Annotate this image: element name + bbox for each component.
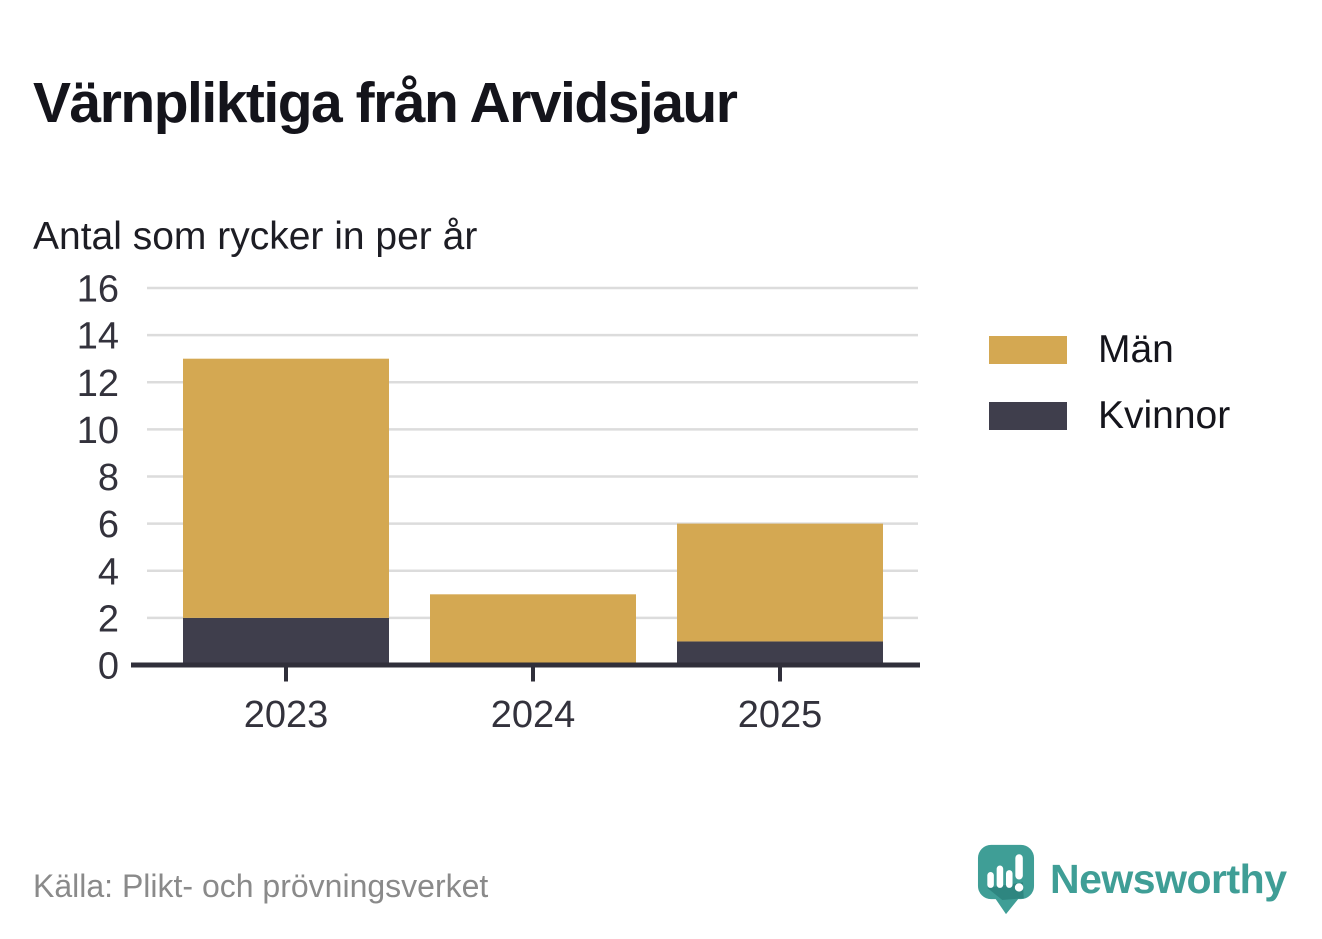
- y-tick-label: 16: [77, 269, 119, 311]
- y-tick-label: 2: [98, 598, 119, 640]
- bar-segment-män: [677, 523, 883, 642]
- legend-item-men: Män: [989, 330, 1230, 369]
- x-tick-label: 2025: [738, 694, 823, 736]
- legend: Män Kvinnor: [989, 330, 1230, 435]
- legend-swatch-women: [989, 401, 1067, 430]
- newsworthy-icon: [977, 844, 1035, 915]
- y-tick-label: 12: [77, 363, 119, 405]
- x-tick-mark: [778, 667, 782, 682]
- bar-segment-kvinnor: [183, 617, 389, 665]
- legend-label-women: Kvinnor: [1098, 394, 1231, 437]
- bar-segment-män: [183, 358, 389, 618]
- x-tick-mark: [531, 667, 535, 682]
- bar-segment-män: [430, 594, 636, 665]
- y-tick-label: 6: [98, 504, 119, 546]
- y-tick-label: 8: [98, 457, 119, 499]
- newsworthy-wordmark: Newsworthy: [1050, 856, 1287, 902]
- x-tick-label: 2024: [491, 694, 576, 736]
- legend-label-men: Män: [1098, 328, 1174, 371]
- chart-subtitle: Antal som rycker in per år: [33, 215, 478, 259]
- y-tick-label: 10: [77, 410, 119, 452]
- x-tick-mark: [284, 667, 288, 682]
- y-tick-label: 14: [77, 316, 119, 358]
- x-axis-line: [131, 662, 920, 668]
- legend-swatch-men: [989, 335, 1067, 364]
- bar-segment-kvinnor: [677, 641, 883, 665]
- x-tick-label: 2023: [244, 694, 329, 736]
- y-tick-label: 0: [98, 646, 119, 688]
- newsworthy-logo: Newsworthy: [977, 844, 1287, 915]
- source-text: Källa: Plikt- och prövningsverket: [33, 868, 489, 904]
- legend-item-women: Kvinnor: [989, 396, 1230, 435]
- chart-title: Värnpliktiga från Arvidsjaur: [33, 71, 738, 136]
- y-tick-label: 4: [98, 551, 119, 593]
